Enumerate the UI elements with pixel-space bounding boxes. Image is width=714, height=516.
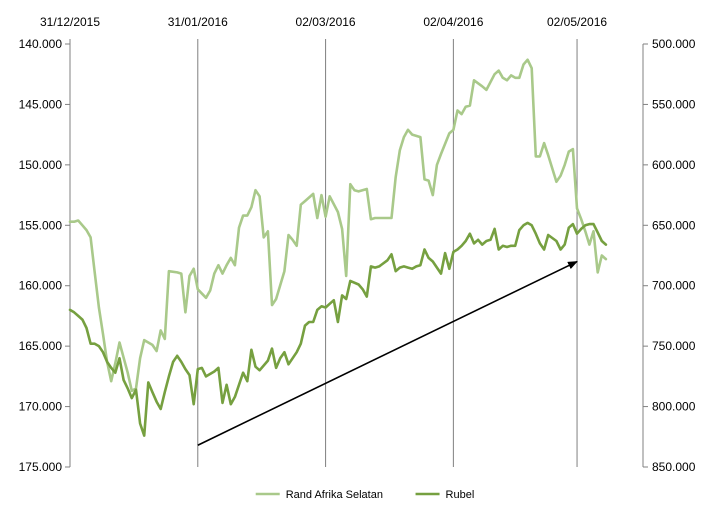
x-tick-labels: 31/12/2015 31/01/2016 02/03/2016 02/04/2016… [40, 15, 607, 44]
legend: Rand Afrika Selatan Rubel [255, 489, 475, 501]
plot-frame [69, 44, 644, 467]
left-axis-tick-label: 140.000 [19, 37, 63, 51]
legend-label: Rand Afrika Selatan [286, 489, 383, 501]
right-axis-tick-label: 650.000 [652, 218, 696, 232]
right-axis-tick-label: 550.000 [652, 97, 696, 111]
left-axis-tick-label: 165.000 [19, 339, 63, 353]
left-axis-tick-label: 155.000 [19, 218, 63, 232]
legend-item: Rand Afrika Selatan [255, 489, 383, 501]
right-axis-tick-label: 500.000 [652, 37, 696, 51]
annotations [197, 260, 578, 446]
vertical-gridlines [197, 44, 578, 467]
x-axis-tick-label: 02/04/2016 [423, 15, 483, 29]
series-lines [68, 58, 608, 437]
right-axis-tick-label: 700.000 [652, 279, 696, 293]
legend-label: Rubel [446, 489, 475, 501]
left-axis-tick-label: 150.000 [19, 158, 63, 172]
x-axis-tick-label: 31/12/2015 [40, 15, 100, 29]
left-axis-tick-label: 160.000 [19, 279, 63, 293]
right-axis-tick-labels: 500.000 550.000 600.000 650.000 700.000 750.0… [643, 37, 696, 474]
trend-arrow [197, 260, 578, 446]
right-axis-tick-label: 850.000 [652, 460, 696, 474]
series-line-rand-afrika-selatan [68, 58, 608, 393]
legend-item: Rubel [415, 489, 475, 501]
left-axis-tick-label: 145.000 [19, 97, 63, 111]
right-axis-tick-label: 750.000 [652, 339, 696, 353]
left-axis-tick-labels: 140.000 145.000 150.000 155.000 160.000 165.0… [19, 37, 70, 474]
x-axis-tick-label: 02/05/2016 [547, 15, 607, 29]
series-line-rubel [68, 221, 608, 437]
x-axis-tick-label: 31/01/2016 [168, 15, 228, 29]
left-axis-tick-label: 170.000 [19, 400, 63, 414]
right-axis-tick-label: 600.000 [652, 158, 696, 172]
right-axis-tick-label: 800.000 [652, 400, 696, 414]
left-axis-tick-label: 175.000 [19, 460, 63, 474]
x-axis-tick-label: 02/03/2016 [296, 15, 356, 29]
